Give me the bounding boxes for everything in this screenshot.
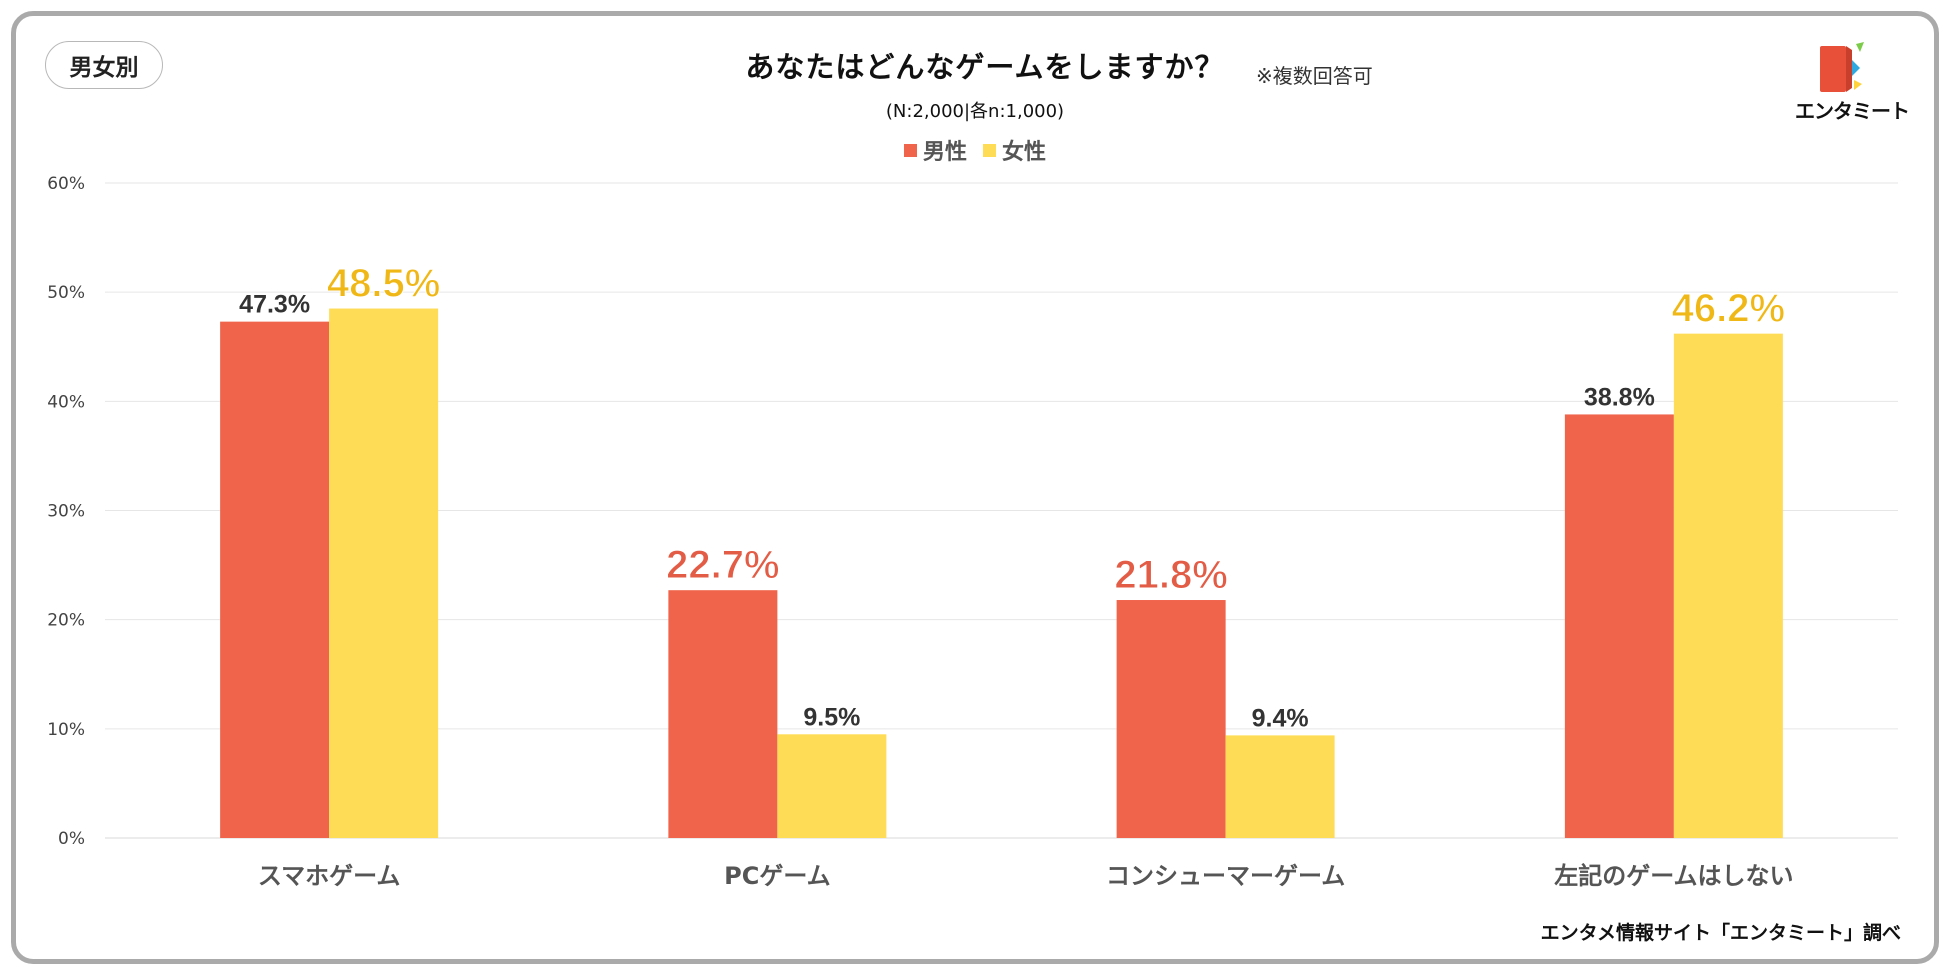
- y-tick-label: 0%: [58, 829, 85, 849]
- bar-female: [1225, 735, 1335, 838]
- data-label: 21.8%: [1114, 553, 1227, 597]
- bar-male: [1564, 414, 1674, 838]
- data-labels: 47.3% 48.5% 22.7% 9.5% 21.8% 9.4% 38.8% 46.2%: [239, 261, 1785, 732]
- y-tick-label: 60%: [47, 174, 85, 194]
- segment-badge: 男女別: [45, 41, 163, 89]
- sample-size-subtitle: (N:2,000|各n:1,000): [885, 101, 1065, 122]
- x-category-label: PCゲーム: [724, 862, 830, 890]
- y-tick-label: 10%: [47, 720, 85, 740]
- legend-item-male: 男性: [904, 134, 967, 166]
- multiple-answer-note: ※複数回答可: [1256, 64, 1373, 88]
- chart-legend: 男性 女性: [904, 134, 1062, 166]
- y-axis-ticks: 0% 10% 20% 30% 40% 50% 60%: [47, 174, 85, 849]
- x-category-label: コンシューマーゲーム: [1106, 862, 1345, 890]
- bar-female: [329, 308, 439, 839]
- legend-swatch-male: [904, 143, 917, 157]
- y-tick-label: 30%: [47, 502, 85, 522]
- bar-male: [220, 321, 330, 838]
- entameet-logo-icon: [1820, 42, 1864, 92]
- data-label: 48.5%: [327, 262, 440, 306]
- bars: [220, 308, 1783, 839]
- bar-female: [1673, 333, 1783, 838]
- y-tick-label: 20%: [47, 611, 85, 631]
- x-category-label: スマホゲーム: [258, 862, 401, 890]
- logo-wordmark: エンタミート: [1795, 99, 1910, 123]
- bar-male: [668, 590, 778, 838]
- data-label: 46.2%: [1672, 287, 1785, 331]
- data-label: 47.3%: [239, 291, 310, 319]
- legend-label-male: 男性: [923, 140, 968, 165]
- y-tick-label: 50%: [47, 283, 85, 303]
- data-label: 38.8%: [1584, 383, 1655, 411]
- source-credit: エンタメ情報サイト「エンタミート」調べ: [1540, 922, 1901, 944]
- data-label: 9.4%: [1252, 704, 1309, 732]
- y-tick-label: 40%: [47, 392, 85, 412]
- data-label: 22.7%: [666, 543, 779, 587]
- bar-female: [777, 734, 887, 838]
- legend-item-female: 女性: [983, 134, 1046, 166]
- legend-swatch-female: [983, 143, 997, 157]
- legend-label-female: 女性: [1002, 140, 1047, 165]
- x-axis-categories: スマホゲーム PCゲーム コンシューマーゲーム 左記のゲームはしない: [258, 862, 1794, 890]
- data-label: 9.5%: [803, 703, 860, 731]
- bar-male: [1116, 600, 1226, 838]
- x-category-label: 左記のゲームはしない: [1554, 862, 1793, 890]
- chart-title: あなたはどんなゲームをしますか？: [745, 50, 1225, 84]
